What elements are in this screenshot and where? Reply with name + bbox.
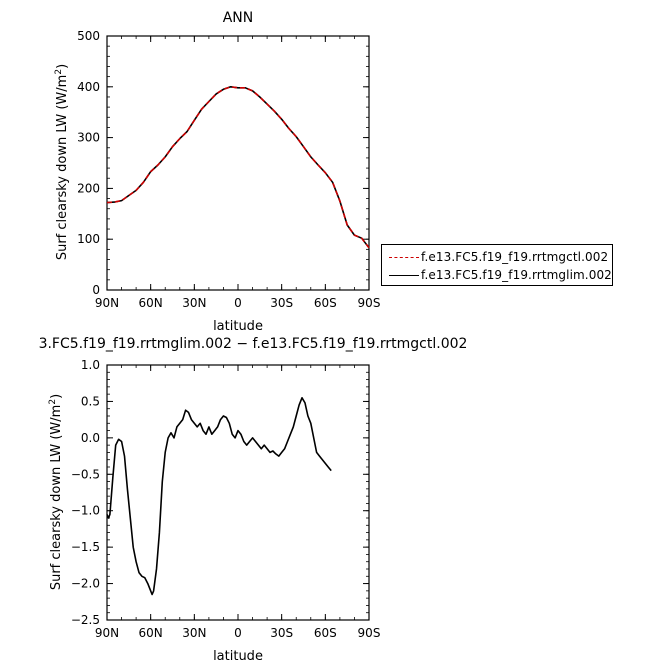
top-y-tick-label-3: 300 — [77, 131, 100, 145]
bottom-x-tick-label-2: 30N — [182, 626, 206, 640]
top-x-tick-label-6: 90S — [358, 296, 381, 310]
top-y-axis-label: Surf clearsky down LW (W/m2) — [54, 64, 70, 260]
legend-swatch-ctl — [389, 256, 419, 258]
top-x-tick-label-2: 30N — [182, 296, 206, 310]
bottom-series-line-0 — [106, 397, 332, 596]
top-y-tick-label-4: 400 — [77, 80, 100, 94]
bottom-x-tick-label-5: 60S — [314, 626, 337, 640]
legend-item-ctl: f.e13.FC5.f19_f19.rrtmgctl.002 — [382, 248, 608, 266]
bottom-y-tick-label-1: 0.5 — [81, 394, 100, 408]
bottom-x-tick-label-1: 60N — [139, 626, 163, 640]
top-x-tick-label-3: 0 — [234, 296, 242, 310]
top-x-tick-label-1: 60N — [139, 296, 163, 310]
bottom-y-tick-label-7: −2.5 — [71, 613, 100, 627]
bottom-y-tick-label-0: 1.0 — [81, 358, 100, 372]
top-chart: ANN 90N 60N 30N 0 30S 60S 90S0100200300400500 … — [54, 10, 380, 334]
top-y-tick-label-0: 0 — [92, 283, 100, 297]
bottom-y-tick-label-4: −1.0 — [71, 504, 100, 518]
bottom-x-tick-label-4: 30S — [270, 626, 293, 640]
top-series-line-1 — [106, 86, 370, 249]
bottom-y-tick-label-6: −2.0 — [71, 577, 100, 591]
legend-item-lim: f.e13.FC5.f19_f19.rrtmglim.002 — [382, 266, 612, 284]
top-y-tick-label-5: 500 — [77, 29, 100, 43]
top-x-axis-label: latitude — [213, 319, 263, 334]
top-y-tick-label-1: 100 — [77, 232, 100, 246]
top-y-tick-label-2: 200 — [77, 181, 100, 195]
bottom-y-tick-label-5: −1.5 — [71, 540, 100, 554]
legend-label-ctl: f.e13.FC5.f19_f19.rrtmgctl.002 — [421, 250, 609, 264]
legend-swatch-lim — [389, 274, 419, 276]
top-series-line-0 — [106, 86, 370, 249]
top-chart-title: ANN — [223, 10, 254, 26]
bottom-x-tick-label-0: 90N — [95, 626, 119, 640]
bottom-y-tick-label-3: −0.5 — [71, 467, 100, 481]
bottom-chart-title: 3.FC5.f19_f19.rrtmglim.002 − f.e13.FC5.f… — [39, 336, 468, 352]
bottom-x-axis-label: latitude — [213, 649, 263, 664]
legend-label-lim: f.e13.FC5.f19_f19.rrtmglim.002 — [421, 268, 612, 282]
top-plot-frame — [106, 35, 370, 291]
bottom-x-tick-label-3: 0 — [234, 626, 242, 640]
legend: f.e13.FC5.f19_f19.rrtmgctl.002 f.e13.FC5… — [381, 244, 613, 286]
bottom-chart: 3.FC5.f19_f19.rrtmglim.002 − f.e13.FC5.f… — [39, 336, 468, 664]
top-x-tick-label-4: 30S — [270, 296, 293, 310]
bottom-y-tick-label-2: 0.0 — [81, 431, 100, 445]
top-x-tick-label-5: 60S — [314, 296, 337, 310]
bottom-x-tick-label-6: 90S — [358, 626, 381, 640]
bottom-y-axis-label: Surf clearsky down LW (W/m2) — [48, 394, 64, 590]
top-x-tick-label-0: 90N — [95, 296, 119, 310]
